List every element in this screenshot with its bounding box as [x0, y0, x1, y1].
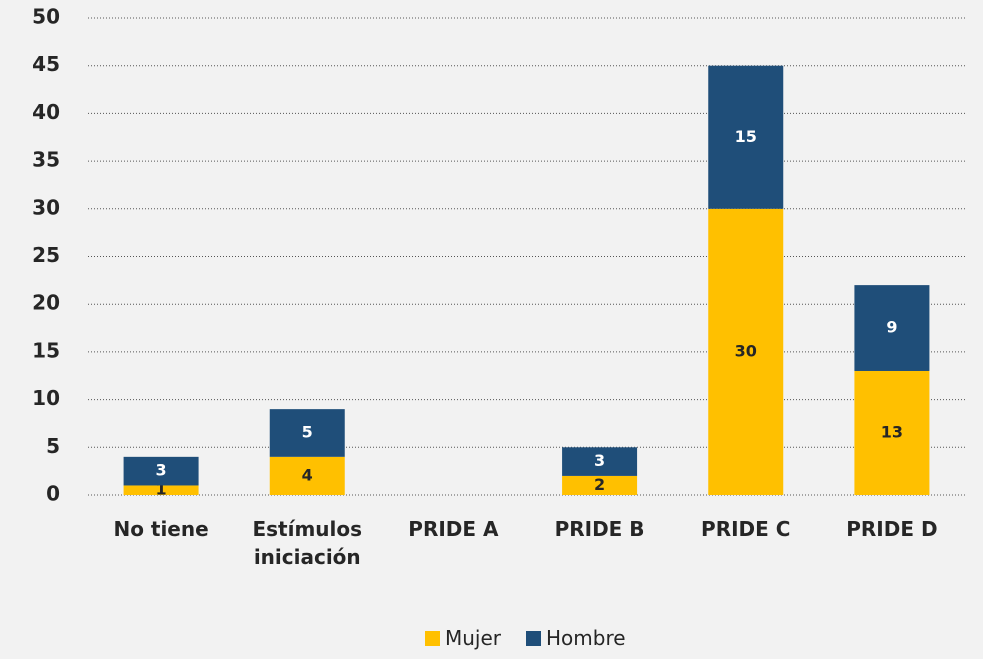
y-tick-label: 30 — [32, 195, 60, 219]
x-tick-label: PRIDE B — [554, 517, 645, 541]
bar-segment — [269, 409, 345, 457]
data-label: 30 — [735, 341, 757, 360]
bar-segment — [123, 456, 199, 486]
legend-label: Mujer — [445, 626, 502, 650]
x-tick-label: No tiene — [113, 517, 209, 541]
legend-swatch — [425, 630, 440, 646]
data-label: 2 — [594, 475, 605, 494]
y-tick-label: 35 — [32, 148, 60, 172]
data-label: 9 — [886, 318, 897, 337]
bar-segment — [854, 285, 930, 371]
x-tick-label: PRIDE A — [408, 517, 499, 541]
y-tick-label: 45 — [32, 52, 60, 76]
data-label: 1 — [156, 480, 167, 499]
bar-segment — [269, 456, 345, 495]
legend-label: Hombre — [546, 626, 626, 650]
legend-swatch — [526, 630, 541, 646]
data-label: 3 — [594, 451, 605, 470]
y-tick-label: 0 — [46, 482, 60, 506]
x-tick-label: PRIDE C — [701, 517, 791, 541]
legend-item: Mujer — [425, 626, 501, 650]
bar-segment — [854, 370, 930, 495]
y-tick-label: 5 — [46, 434, 60, 458]
y-tick-label: 50 — [32, 5, 60, 29]
x-tick-label: PRIDE D — [846, 517, 938, 541]
bar-segment — [708, 65, 784, 209]
bar-segment — [562, 475, 638, 495]
y-tick-label: 10 — [32, 386, 60, 410]
bar-segment — [708, 208, 784, 496]
data-label: 3 — [156, 461, 167, 480]
data-label: 15 — [735, 127, 757, 146]
y-tick-label: 15 — [32, 338, 60, 362]
y-tick-label: 25 — [32, 243, 60, 267]
data-label: 5 — [302, 422, 313, 441]
data-label: 4 — [302, 465, 313, 484]
data-label: 13 — [881, 422, 903, 441]
x-tick-label: Estímulos iniciación — [252, 517, 363, 569]
y-tick-label: 40 — [32, 100, 60, 124]
y-tick-label: 20 — [32, 291, 60, 315]
legend-item: Hombre — [526, 626, 626, 650]
bar-segment — [562, 447, 638, 476]
bar-segment — [123, 485, 199, 495]
